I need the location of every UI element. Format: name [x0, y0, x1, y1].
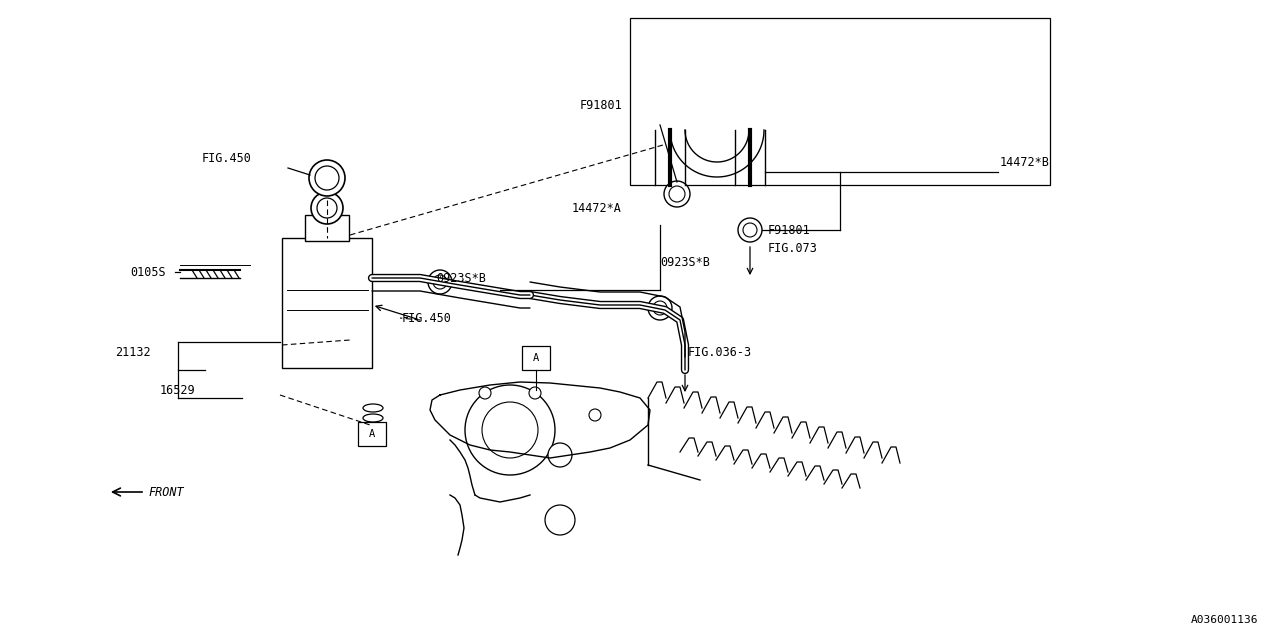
- Text: F91801: F91801: [580, 99, 623, 111]
- Bar: [358, 422, 387, 446]
- Bar: [522, 346, 550, 370]
- Circle shape: [742, 223, 756, 237]
- Bar: [630, 18, 1050, 185]
- Ellipse shape: [364, 424, 383, 432]
- Text: FIG.450: FIG.450: [402, 312, 452, 324]
- Text: 16529: 16529: [160, 383, 196, 397]
- Circle shape: [664, 181, 690, 207]
- Circle shape: [739, 218, 762, 242]
- Text: 14472*A: 14472*A: [572, 202, 622, 214]
- Circle shape: [317, 198, 337, 218]
- Bar: [305, 215, 349, 241]
- Ellipse shape: [364, 414, 383, 422]
- Circle shape: [548, 443, 572, 467]
- Circle shape: [465, 385, 556, 475]
- Ellipse shape: [364, 404, 383, 412]
- Circle shape: [529, 387, 541, 399]
- Text: A: A: [532, 353, 539, 363]
- Circle shape: [669, 186, 685, 202]
- Circle shape: [479, 387, 492, 399]
- Text: 0105S: 0105S: [131, 266, 165, 278]
- Text: FIG.073: FIG.073: [768, 241, 818, 255]
- Text: FIG.036-3: FIG.036-3: [689, 346, 753, 358]
- Circle shape: [483, 402, 538, 458]
- Circle shape: [589, 409, 602, 421]
- Text: A036001136: A036001136: [1190, 615, 1258, 625]
- Text: FIG.450: FIG.450: [202, 152, 252, 164]
- Circle shape: [648, 296, 672, 320]
- Bar: [282, 238, 372, 368]
- Text: 14472*B: 14472*B: [1000, 156, 1050, 168]
- Circle shape: [433, 275, 447, 289]
- Circle shape: [311, 192, 343, 224]
- Circle shape: [545, 505, 575, 535]
- Circle shape: [315, 166, 339, 190]
- Circle shape: [653, 301, 667, 315]
- Text: 0923S*B: 0923S*B: [660, 255, 710, 269]
- Text: F91801: F91801: [768, 223, 810, 237]
- Text: 0923S*B: 0923S*B: [436, 271, 486, 285]
- Text: A: A: [369, 429, 375, 439]
- Text: 21132: 21132: [115, 346, 151, 358]
- Circle shape: [428, 270, 452, 294]
- Circle shape: [308, 160, 346, 196]
- Text: FRONT: FRONT: [148, 486, 183, 499]
